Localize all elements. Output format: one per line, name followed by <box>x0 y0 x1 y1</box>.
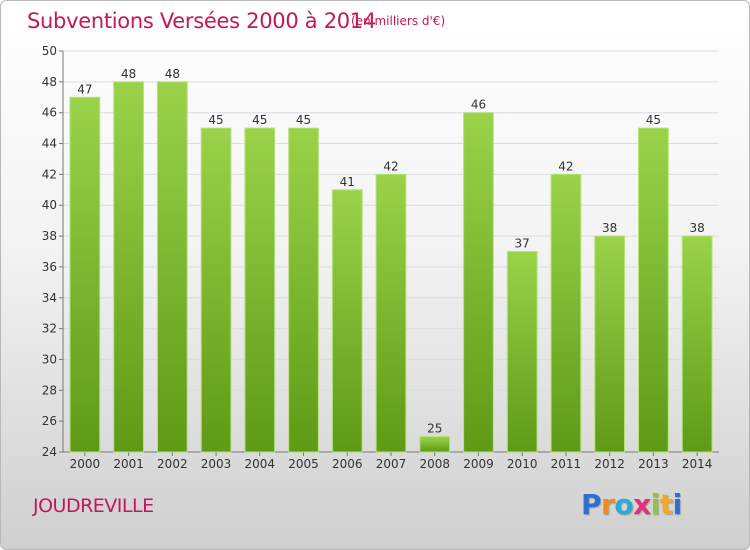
data-label-2009: 46 <box>471 98 486 112</box>
chart-title: Subventions Versées 2000 à 2014 <box>27 9 376 33</box>
y-tick-label: 32 <box>42 322 57 336</box>
data-label-2005: 45 <box>296 113 311 127</box>
bar-2001 <box>113 81 144 453</box>
data-label-2014: 38 <box>689 221 704 235</box>
x-tick-label-2012: 2012 <box>594 457 625 471</box>
bar-2006 <box>331 189 363 453</box>
y-tick-label: 40 <box>42 198 57 212</box>
y-tick-label: 42 <box>42 167 57 181</box>
commune-name: JOUDREVILLE <box>33 495 154 517</box>
logo-letter: r <box>601 488 615 521</box>
y-tick-label: 28 <box>42 383 57 397</box>
y-tick-label: 26 <box>42 414 57 428</box>
data-label-2008: 25 <box>427 422 442 436</box>
logo-letter: i <box>650 488 661 521</box>
y-tick-label: 24 <box>42 445 57 459</box>
y-tick-label: 48 <box>42 75 57 89</box>
x-tick-label-2000: 2000 <box>70 457 101 471</box>
x-tick-label-2014: 2014 <box>682 457 713 471</box>
bar-2000 <box>69 96 101 453</box>
logo-letter: o <box>614 488 634 521</box>
bar-2013 <box>638 127 669 453</box>
x-tick-label-2003: 2003 <box>201 457 232 471</box>
x-tick-label-2008: 2008 <box>419 457 450 471</box>
logo-letter: i <box>672 488 683 521</box>
y-tick-label: 50 <box>42 44 57 58</box>
data-label-2000: 47 <box>77 82 92 96</box>
y-tick-label: 46 <box>42 106 57 120</box>
data-label-2007: 42 <box>383 159 398 173</box>
bar-2004 <box>244 127 276 453</box>
bar-2009 <box>463 112 494 453</box>
x-tick-label-2011: 2011 <box>551 457 582 471</box>
bar-2005 <box>288 127 319 453</box>
bar-2002 <box>156 81 188 453</box>
logo-letter: t <box>659 488 673 521</box>
y-tick-label: 44 <box>42 137 57 151</box>
data-label-2011: 42 <box>558 159 573 173</box>
bar-2003 <box>200 127 232 453</box>
x-tick-label-2004: 2004 <box>245 457 276 471</box>
y-tick-label: 36 <box>42 260 57 274</box>
bar-2010 <box>506 251 538 453</box>
y-tick-label: 34 <box>42 291 57 305</box>
proxiti-logo: Proxiti <box>581 488 682 521</box>
bars <box>69 81 713 453</box>
bar-2012 <box>594 235 626 453</box>
data-label-2004: 45 <box>252 113 267 127</box>
labels: 24 26 28 30 32 34 36 38 40 42 44 46 48 50 47 2000 48 2001… <box>42 44 713 471</box>
data-label-2006: 41 <box>340 175 355 189</box>
bar-2011 <box>550 173 582 453</box>
x-tick-label-2010: 2010 <box>507 457 538 471</box>
chart-unit: (en milliers d'€) <box>351 14 446 28</box>
x-tick-label-2002: 2002 <box>157 457 188 471</box>
y-tick-label: 30 <box>42 352 57 366</box>
data-label-2002: 48 <box>165 67 180 81</box>
x-tick-label-2005: 2005 <box>288 457 319 471</box>
data-label-2001: 48 <box>121 67 136 81</box>
data-label-2012: 38 <box>602 221 617 235</box>
x-tick-label-2007: 2007 <box>376 457 407 471</box>
data-label-2013: 45 <box>646 113 661 127</box>
y-tick-label: 38 <box>42 229 57 243</box>
x-tick-label-2006: 2006 <box>332 457 363 471</box>
logo-letter: P <box>581 488 602 521</box>
x-tick-label-2001: 2001 <box>113 457 144 471</box>
data-label-2010: 37 <box>515 237 530 251</box>
bar-2007 <box>375 173 407 453</box>
x-tick-label-2013: 2013 <box>638 457 669 471</box>
x-tick-label-2009: 2009 <box>463 457 494 471</box>
data-label-2003: 45 <box>208 113 223 127</box>
logo-letter: x <box>633 488 651 521</box>
bar-2014 <box>681 235 713 453</box>
bar-2008 <box>419 436 451 453</box>
